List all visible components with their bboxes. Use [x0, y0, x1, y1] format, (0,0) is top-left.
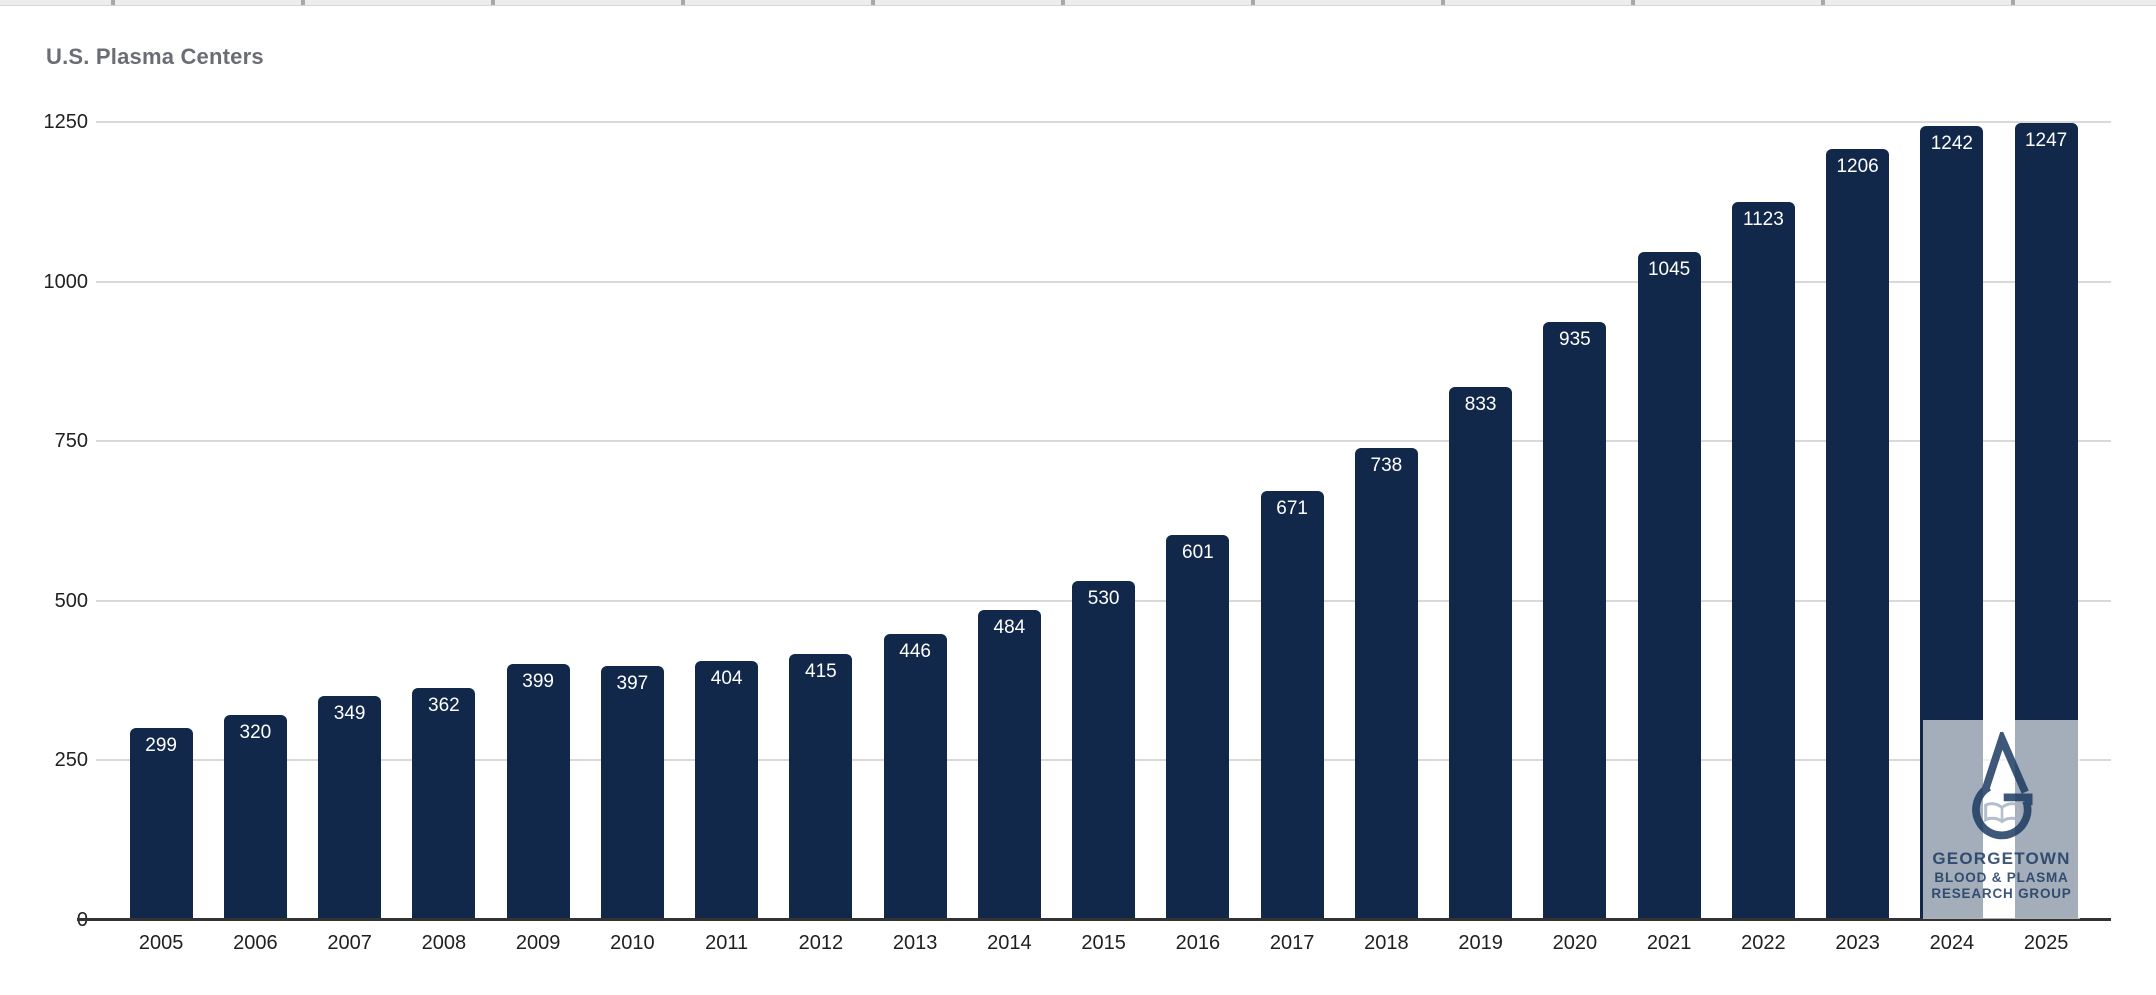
bar-2023[interactable]: 1206	[1826, 149, 1890, 919]
watermark-org-name: GEORGETOWN	[1932, 849, 2071, 868]
bar-2013[interactable]: 446	[883, 634, 947, 919]
watermark-org-line2: BLOOD & PLASMA	[1934, 870, 2069, 885]
chart-title: U.S. Plasma Centers	[46, 44, 264, 69]
bar-2005[interactable]: 299	[129, 728, 193, 919]
x-axis-label-2012: 2012	[798, 932, 844, 954]
bar-value-label-2019: 833	[1464, 394, 1497, 415]
x-axis-label-2020: 2020	[1552, 932, 1598, 954]
bar-2014[interactable]: 484	[977, 610, 1041, 919]
bar-value-label-2023: 1206	[1836, 156, 1879, 177]
y-axis-label-1000: 1000	[43, 270, 89, 293]
bar-2017[interactable]: 671	[1260, 491, 1324, 919]
bar-2006[interactable]: 320	[223, 715, 287, 919]
bar-2019[interactable]: 833	[1449, 387, 1513, 919]
x-axis-label-2013: 2013	[892, 932, 938, 954]
bar-value-label-2017: 671	[1276, 498, 1308, 519]
watermark-box: GEORGETOWN BLOOD & PLASMA RESEARCH GROUP	[1923, 720, 2080, 919]
bar-value-label-2008: 362	[428, 695, 460, 716]
x-axis-label-2016: 2016	[1175, 932, 1221, 954]
bar-2010[interactable]: 397	[600, 666, 664, 919]
bar-value-label-2013: 446	[899, 641, 931, 662]
y-axis-label-750: 750	[54, 430, 88, 453]
bar-value-label-2014: 484	[993, 617, 1026, 638]
bar-value-label-2020: 935	[1559, 329, 1591, 350]
watermark-org-line3: RESEARCH GROUP	[1931, 886, 2072, 901]
bar-value-label-2009: 399	[522, 671, 554, 692]
x-axis-label-2008: 2008	[421, 932, 467, 954]
bar-value-label-2025: 1247	[2024, 130, 2068, 151]
bar-2018[interactable]: 738	[1354, 448, 1418, 919]
x-axis-label-2010: 2010	[610, 932, 655, 954]
bar-value-label-2012: 415	[805, 661, 837, 682]
x-axis-label-2017: 2017	[1269, 932, 1315, 954]
x-axis-label-2009: 2009	[515, 932, 561, 954]
y-axis-label-0: 0	[0, 910, 88, 930]
x-axis-label-2005: 2005	[138, 932, 184, 954]
x-axis-label-2019: 2019	[1458, 932, 1503, 954]
x-axis-label-2007: 2007	[327, 932, 372, 954]
x-axis-label-2018: 2018	[1364, 932, 1409, 954]
bar-value-label-2022: 1123	[1742, 209, 1784, 230]
bar-value-label-2015: 530	[1087, 588, 1120, 609]
georgetown-logo: GEORGETOWN BLOOD & PLASMA RESEARCH GROUP	[1923, 720, 2080, 901]
droplet-g-open-book-icon	[1971, 732, 2033, 840]
x-axis-label-2022: 2022	[1741, 932, 1786, 954]
x-axis-label-2025: 2025	[2023, 932, 2069, 954]
gridline-1250	[96, 121, 2111, 123]
cropped-top-edge-strip	[0, 0, 2156, 6]
bar-2012[interactable]: 415	[789, 654, 853, 919]
bar-value-label-2010: 397	[616, 673, 649, 694]
bar-2007[interactable]: 349	[318, 696, 382, 919]
bar-value-label-2007: 349	[333, 703, 366, 724]
y-axis-label-250: 250	[54, 749, 88, 772]
bar-value-label-2011: 404	[710, 668, 743, 689]
bar-2009[interactable]: 399	[506, 664, 570, 919]
bar-2022[interactable]: 1123	[1731, 202, 1795, 919]
x-axis-label-2011: 2011	[705, 932, 749, 954]
bar-value-label-2024: 1242	[1930, 133, 1974, 154]
gridline-1000	[96, 280, 2111, 283]
bar-2008[interactable]: 362	[412, 688, 476, 919]
bar-2015[interactable]: 530	[1072, 581, 1136, 919]
bar-value-label-2006: 320	[239, 722, 272, 743]
bar-2020[interactable]: 935	[1543, 322, 1607, 919]
x-axis-label-2014: 2014	[987, 932, 1032, 954]
x-axis-label-2015: 2015	[1081, 932, 1126, 954]
bar-value-label-2021: 1045	[1647, 259, 1691, 280]
bar-value-label-2005: 299	[145, 735, 177, 756]
bar-value-label-2016: 601	[1182, 542, 1214, 563]
y-axis-label-1250: 1250	[43, 111, 89, 133]
x-axis-baseline	[77, 918, 2111, 921]
x-axis-label-2006: 2006	[233, 932, 278, 954]
x-axis-label-2023: 2023	[1835, 932, 1880, 954]
bar-value-label-2018: 738	[1370, 455, 1403, 476]
bar-2011[interactable]: 404	[695, 661, 759, 919]
bar-2016[interactable]: 601	[1166, 535, 1230, 919]
gridline-750	[96, 440, 2111, 443]
y-axis-label-500: 500	[54, 589, 88, 612]
bar-2021[interactable]: 1045	[1637, 252, 1701, 919]
x-axis-label-2021: 2021	[1646, 932, 1692, 954]
x-axis-label-2024: 2024	[1929, 932, 1975, 954]
